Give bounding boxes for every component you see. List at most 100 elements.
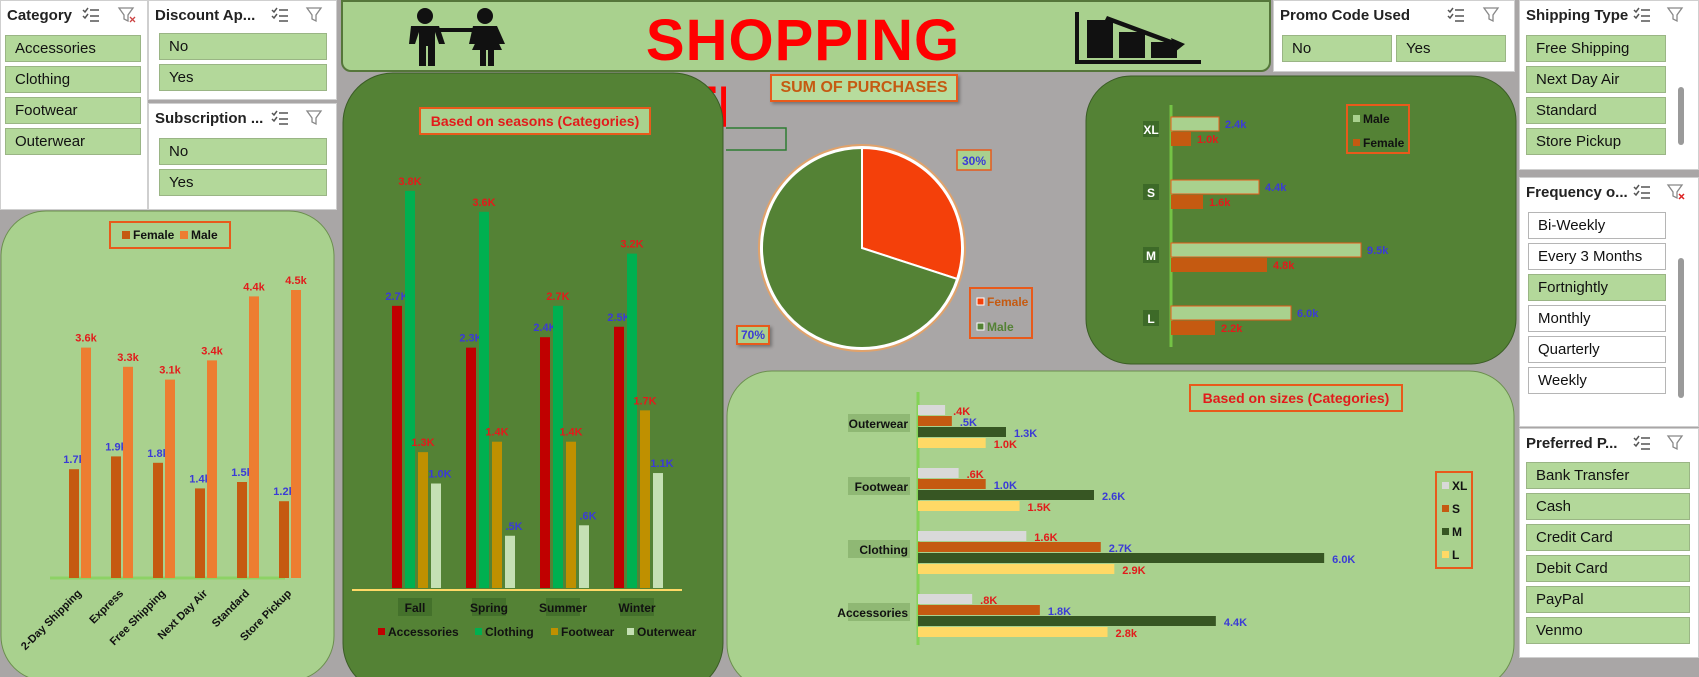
slicer-item[interactable]: Store Pickup (1526, 128, 1666, 155)
slicer-item[interactable]: Yes (159, 64, 327, 91)
data-label: 1.5k (231, 467, 253, 479)
tick-bg (848, 414, 910, 432)
multi-select-icon[interactable] (270, 6, 290, 24)
slicer-item[interactable]: No (159, 138, 327, 165)
slicer-item[interactable]: Venmo (1526, 617, 1690, 644)
clear-filter-icon[interactable] (1482, 6, 1502, 24)
data-label: 2.5K (607, 312, 630, 324)
slicer-item[interactable]: Bi-Weekly (1528, 212, 1666, 239)
multi-select-icon[interactable] (1632, 6, 1652, 24)
slicer-item[interactable]: PayPal (1526, 586, 1690, 613)
legend-label: M (1452, 525, 1462, 539)
multi-select-icon[interactable] (81, 6, 101, 24)
slicer-item[interactable]: Cash (1526, 493, 1690, 520)
tick-bg (398, 598, 432, 616)
slicer-item[interactable]: No (1282, 35, 1392, 62)
clear-filter-icon[interactable] (305, 109, 325, 127)
bar (1170, 305, 1292, 321)
slicer-title: Promo Code Used (1280, 6, 1411, 24)
data-label: 1.0K (428, 469, 451, 481)
promo-slicer-header: Promo Code Used (1274, 1, 1514, 29)
bar (918, 605, 1040, 615)
pie-chart-title: SUM OF PURCHASES (770, 74, 958, 102)
data-label: 1.2k (273, 486, 295, 498)
category-slicer-header: Category (1, 1, 147, 29)
clear-filter-icon[interactable] (1666, 183, 1686, 201)
clear-filter-icon[interactable] (117, 6, 137, 24)
tick-bg (1143, 310, 1159, 326)
legend-swatch (627, 628, 634, 635)
bar (153, 462, 163, 578)
legend-label: S (1452, 502, 1460, 516)
slicer-item[interactable]: Accessories (5, 35, 141, 62)
legend-swatch (180, 231, 188, 239)
data-label: 1.6k (1209, 197, 1231, 209)
category-slicer: Category Accessories Clothing Footwear Oute… (0, 0, 148, 210)
tick-bg (472, 598, 506, 616)
slicer-item[interactable]: Weekly (1528, 367, 1666, 394)
slicer-item[interactable]: Monthly (1528, 305, 1666, 332)
data-label: 2.7K (385, 291, 408, 303)
tick-bg (546, 598, 580, 616)
multi-select-icon[interactable] (1632, 434, 1652, 452)
legend-swatch (1353, 115, 1360, 122)
bar (918, 542, 1101, 552)
data-label: 2.2k (1221, 323, 1243, 335)
slicer-item[interactable]: Footwear (5, 97, 141, 124)
tick-label: Footwear (855, 480, 909, 494)
payment-slicer-header: Preferred P... (1520, 429, 1698, 457)
pie-slice (761, 146, 959, 349)
bar (918, 531, 1027, 541)
data-label: 2.8k (1116, 628, 1138, 640)
slicer-item[interactable]: Bank Transfer (1526, 462, 1690, 489)
data-label: 2.7K (1109, 543, 1132, 555)
slicer-item[interactable]: Next Day Air (1526, 66, 1666, 93)
data-label: 1.4K (485, 427, 508, 439)
slicer-item[interactable]: Credit Card (1526, 524, 1690, 551)
bar (1171, 132, 1191, 146)
frequency-scrollbar[interactable] (1678, 258, 1684, 398)
tick-label: M (1146, 249, 1156, 263)
bar (918, 553, 1325, 563)
bar (431, 483, 441, 588)
clear-filter-icon[interactable] (1666, 6, 1686, 24)
data-label-box (956, 149, 992, 171)
clear-filter-icon[interactable] (305, 6, 325, 24)
slicer-item[interactable]: Outerwear (5, 128, 141, 155)
shipping-scrollbar[interactable] (1678, 87, 1684, 145)
bar (918, 468, 959, 478)
multi-select-icon[interactable] (1632, 183, 1652, 201)
data-label: 1.7k (63, 454, 85, 466)
bar (918, 627, 1108, 637)
data-label: 1.8k (147, 448, 169, 460)
legend-label: Outerwear (637, 625, 697, 639)
slicer-item[interactable]: Clothing (5, 66, 141, 93)
tick-bg (848, 603, 910, 621)
slicer-item[interactable]: Yes (1396, 35, 1506, 62)
data-label: 2.7K (546, 291, 569, 303)
slicer-item[interactable]: Every 3 Months (1528, 243, 1666, 270)
slicer-item[interactable]: Fortnightly (1528, 274, 1666, 301)
legend-label: Female (987, 295, 1029, 309)
data-label: 2.9K (1122, 565, 1145, 577)
frequency-slicer: Frequency o... Bi-Weekly Every 3 Months Fo… (1519, 177, 1699, 427)
multi-select-icon[interactable] (270, 109, 290, 127)
chart-title-box (1189, 384, 1403, 412)
slicer-item[interactable]: Quarterly (1528, 336, 1666, 363)
slicer-item[interactable]: No (159, 33, 327, 60)
data-label: 1.7K (633, 395, 656, 407)
chart-title-box (419, 107, 651, 135)
multi-select-icon[interactable] (1446, 6, 1466, 24)
seasons-category-chart: Based on seasons (Categories) 2.7K 3.8K 1.3… (342, 72, 724, 677)
slicer-item[interactable]: Debit Card (1526, 555, 1690, 582)
clear-filter-icon[interactable] (1666, 434, 1686, 452)
slicer-item[interactable]: Standard (1526, 97, 1666, 124)
data-label: 1.5K (1028, 502, 1051, 514)
data-label: 2.3K (459, 333, 482, 345)
slicer-item[interactable]: Yes (159, 169, 327, 196)
data-label: 3.8K (398, 176, 421, 188)
tick-label: L (1147, 312, 1154, 326)
slicer-item[interactable]: Free Shipping (1526, 35, 1666, 62)
bar (492, 441, 502, 588)
